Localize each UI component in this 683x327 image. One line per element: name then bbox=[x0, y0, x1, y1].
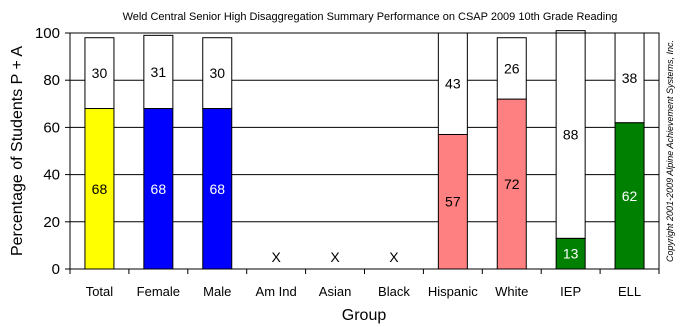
x-category-label: Male bbox=[203, 284, 231, 299]
y-tick-label: 20 bbox=[43, 214, 60, 231]
data-label-proficient: 72 bbox=[504, 176, 520, 192]
y-tick-label: 40 bbox=[43, 167, 60, 184]
data-label-not-proficient: 43 bbox=[445, 76, 461, 92]
data-label-proficient: 68 bbox=[151, 181, 167, 197]
bar-proficient-male bbox=[202, 108, 233, 270]
data-label-proficient: 68 bbox=[92, 181, 108, 197]
bar-not-proficient-hispanic bbox=[437, 32, 468, 135]
bar-not-proficient-male bbox=[202, 37, 233, 110]
bar-proficient-iep bbox=[555, 237, 586, 270]
x-category-label: IEP bbox=[560, 284, 581, 299]
x-category-label: Asian bbox=[319, 284, 352, 299]
y-axis: 0 20 40 60 80 100 bbox=[35, 25, 70, 278]
y-tick-label: 100 bbox=[35, 25, 60, 42]
data-label-proficient: 57 bbox=[445, 194, 461, 210]
data-label-proficient: 68 bbox=[209, 181, 225, 197]
x-axis: Total Female Male Am Ind Asian Black Hispanic W… bbox=[69, 269, 660, 299]
y-tick-label: 80 bbox=[43, 72, 60, 89]
data-label-suppressed: X bbox=[271, 249, 281, 265]
bar-not-proficient-female bbox=[143, 34, 174, 110]
x-category-label: Am Ind bbox=[256, 284, 297, 299]
bar-not-proficient-white bbox=[496, 37, 527, 100]
x-category-label: ELL bbox=[618, 284, 641, 299]
data-label-not-proficient: 30 bbox=[209, 65, 225, 81]
x-category-label: Female bbox=[137, 284, 180, 299]
data-label-not-proficient: 88 bbox=[563, 126, 579, 142]
bar-proficient-hispanic bbox=[437, 133, 468, 270]
bar-not-proficient-iep bbox=[555, 30, 586, 239]
bar-proficient-total bbox=[84, 108, 115, 270]
x-axis-title: Group bbox=[342, 307, 387, 324]
bar-not-proficient-total bbox=[84, 37, 115, 110]
data-label-not-proficient: 31 bbox=[151, 64, 167, 80]
data-label-not-proficient: 30 bbox=[92, 65, 108, 81]
chart-title: Weld Central Senior High Disaggregation … bbox=[123, 11, 618, 23]
x-category-label: White bbox=[495, 284, 528, 299]
y-tick-label: 60 bbox=[43, 119, 60, 136]
y-tick-label: 0 bbox=[52, 261, 60, 278]
y-axis-title: Percentage of Students P + A bbox=[9, 46, 26, 256]
data-label-proficient: 62 bbox=[622, 188, 638, 204]
data-label-not-proficient: 26 bbox=[504, 60, 520, 76]
data-label-suppressed: X bbox=[330, 249, 340, 265]
data-label-proficient: 13 bbox=[563, 246, 579, 262]
bar-proficient-white bbox=[496, 98, 527, 270]
data-label-not-proficient: 38 bbox=[622, 70, 638, 86]
bars bbox=[84, 30, 645, 270]
x-category-label: Hispanic bbox=[428, 284, 478, 299]
copyright-note: Copyright 2001-2009 Alpine Achievement S… bbox=[665, 40, 675, 262]
x-category-label: Total bbox=[86, 284, 114, 299]
data-label-suppressed: X bbox=[389, 249, 399, 265]
data-labels: 30 68 31 68 30 68 X X X 43 57 26 72 88 13 38 62 bbox=[92, 60, 638, 265]
x-category-label: Black bbox=[378, 284, 410, 299]
